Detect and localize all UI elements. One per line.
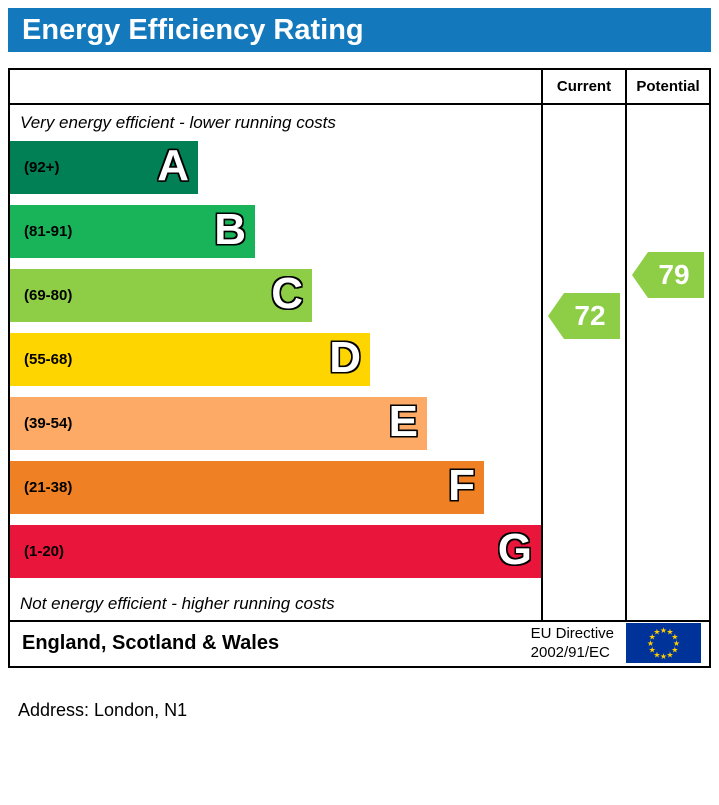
- potential-rating-value: 79: [658, 259, 690, 290]
- current-rating-value: 72: [574, 300, 606, 331]
- band-letter: G: [497, 524, 532, 574]
- band-letter: F: [448, 460, 475, 510]
- svg-text:★: ★: [671, 646, 678, 655]
- band-range-label: (81-91): [24, 223, 73, 240]
- rating-bands-column: Very energy efficient - lower running co…: [10, 105, 541, 620]
- rating-bands: (92+) A (81-91) B (69-80) C (55-68) D (39-54) E (2…: [10, 141, 541, 589]
- eu-flag-icon: ★ ★★★★★★★★★★★: [626, 623, 701, 663]
- potential-rating-arrow: 79: [632, 252, 704, 298]
- band-bar-a: (92+) A: [10, 141, 198, 194]
- address-line: Address: London, N1: [18, 700, 188, 720]
- title-bar: Energy Efficiency Rating: [8, 8, 711, 52]
- band-letter: A: [157, 140, 189, 190]
- band-range-label: (21-38): [24, 479, 73, 496]
- band-row-e: (39-54) E: [10, 397, 541, 461]
- band-row-f: (21-38) F: [10, 461, 541, 525]
- svg-text:★: ★: [649, 633, 656, 642]
- band-row-b: (81-91) B: [10, 205, 541, 269]
- region-label: England, Scotland & Wales: [22, 631, 280, 654]
- svg-text:★: ★: [660, 626, 667, 635]
- band-bar-f: (21-38) F: [10, 461, 484, 514]
- band-bar-d: (55-68) D: [10, 333, 370, 386]
- band-range-label: (69-80): [24, 287, 73, 304]
- top-note: Very energy efficient - lower running co…: [20, 113, 336, 132]
- svg-text:★: ★: [649, 646, 656, 655]
- table-body-row: Very energy efficient - lower running co…: [10, 105, 709, 620]
- potential-rating-column: 79: [625, 105, 709, 620]
- svg-text:★: ★: [660, 652, 667, 661]
- band-letter: C: [271, 268, 303, 318]
- eu-directive-label: EU Directive 2002/91/EC: [531, 624, 614, 662]
- page-title: Energy Efficiency Rating: [22, 14, 364, 46]
- band-range-label: (39-54): [24, 415, 73, 432]
- band-range-label: (92+): [24, 159, 60, 176]
- band-row-a: (92+) A: [10, 141, 541, 205]
- band-row-d: (55-68) D: [10, 333, 541, 397]
- current-rating-arrow: 72: [548, 293, 620, 339]
- header-chart-spacer: [10, 70, 541, 103]
- band-letter: E: [388, 396, 418, 446]
- svg-text:★: ★: [647, 639, 654, 648]
- svg-text:★: ★: [671, 633, 678, 642]
- band-bar-b: (81-91) B: [10, 205, 255, 258]
- band-bar-e: (39-54) E: [10, 397, 427, 450]
- svg-text:★: ★: [653, 650, 660, 659]
- svg-text:★: ★: [666, 650, 673, 659]
- band-letter: B: [214, 204, 246, 254]
- column-header-current: Current: [541, 70, 625, 103]
- eu-directive-line2: 2002/91/EC: [530, 644, 610, 661]
- band-row-g: (1-20) G: [10, 525, 541, 589]
- table-header-row: Current Potential: [10, 70, 709, 105]
- band-range-label: (55-68): [24, 351, 73, 368]
- svg-text:★: ★: [666, 628, 673, 637]
- band-row-c: (69-80) C: [10, 269, 541, 333]
- band-bar-g: (1-20) G: [10, 525, 541, 578]
- eu-directive-line1: EU Directive: [530, 625, 614, 642]
- svg-text:★: ★: [653, 628, 660, 637]
- band-range-label: (1-20): [24, 543, 65, 560]
- svg-text:★: ★: [673, 639, 680, 648]
- bottom-note: Not energy efficient - higher running co…: [20, 594, 335, 613]
- column-header-potential: Potential: [625, 70, 709, 103]
- table-footer-row: England, Scotland & Wales EU Directive 2…: [10, 620, 709, 664]
- current-rating-column: 72: [541, 105, 625, 620]
- epc-rating-table: Current Potential Very energy efficient …: [8, 68, 711, 668]
- band-bar-c: (69-80) C: [10, 269, 312, 322]
- band-letter: D: [329, 332, 361, 382]
